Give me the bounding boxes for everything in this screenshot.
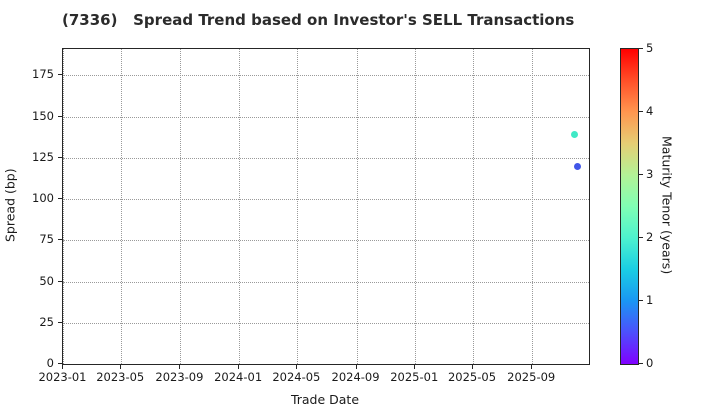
x-tick-label: 2024-05 [272,370,321,384]
x-tick-label: 2024-01 [214,370,263,384]
y-tick-mark [58,198,62,200]
y-gridline [63,199,589,201]
y-tick-label: 0 [46,356,54,370]
x-tick-mark [179,365,181,369]
y-gridline [63,240,589,242]
x-tick-mark [531,365,533,369]
y-tick-label: 75 [39,232,54,247]
x-gridline [473,49,475,364]
x-tick-mark [472,365,474,369]
y-tick-label: 100 [32,191,54,206]
colorbar [620,48,639,365]
x-tick-label: 2023-05 [96,370,145,384]
colorbar-tick-mark [639,363,643,364]
data-point [574,162,582,170]
x-tick-label: 2024-09 [331,370,380,384]
x-gridline [415,49,417,364]
y-tick-mark [58,156,62,158]
x-tick-label: 2025-09 [507,370,556,384]
x-tick-mark [238,365,240,369]
colorbar-tick-label: 2 [646,230,654,244]
x-gridline [297,49,299,364]
y-tick-mark [58,280,62,282]
y-tick-mark [58,321,62,323]
chart-title: (7336) Spread Trend based on Investor's … [62,11,575,29]
y-gridline [63,157,589,159]
x-gridline [239,49,241,364]
x-gridline [63,49,65,364]
x-gridline [532,49,534,364]
colorbar-tick-label: 3 [646,167,654,181]
y-gridline [63,75,589,77]
y-tick-label: 175 [32,67,54,82]
x-gridline [180,49,182,364]
y-gridline [63,116,589,118]
x-tick-label: 2025-05 [447,370,497,384]
colorbar-tick-mark [639,174,643,175]
y-gridline [63,281,589,283]
colorbar-tick-label: 5 [646,41,654,55]
colorbar-tick-mark [639,300,643,301]
x-tick-label: 2025-01 [390,370,439,384]
colorbar-tick-mark [639,111,643,112]
y-tick-label: 25 [39,314,54,329]
x-gridline [121,49,123,364]
colorbar-tick-label: 0 [646,356,654,370]
colorbar-tick-mark [639,237,643,238]
colorbar-tick-label: 4 [646,104,654,118]
x-axis-label: Trade Date [290,392,360,407]
y-tick-mark [58,239,62,241]
x-tick-mark [62,365,64,369]
y-tick-mark [58,115,62,117]
x-tick-mark [296,365,298,369]
plot-area [62,48,590,365]
y-tick-label: 125 [32,149,54,164]
x-tick-label: 2023-01 [38,370,87,384]
colorbar-tick-label: 1 [646,293,654,307]
colorbar-tick-mark [639,48,643,49]
x-tick-mark [120,365,122,369]
data-point [571,131,579,139]
x-tick-mark [414,365,416,369]
colorbar-label: Maturity Tenor (years) [659,136,675,275]
y-tick-label: 50 [39,273,54,288]
y-tick-mark [58,74,62,76]
x-gridline [356,49,358,364]
x-tick-label: 2023-09 [155,370,204,384]
y-tick-mark [58,363,62,364]
y-gridline [63,322,589,324]
y-tick-label: 150 [32,108,54,123]
x-tick-mark [355,365,357,369]
